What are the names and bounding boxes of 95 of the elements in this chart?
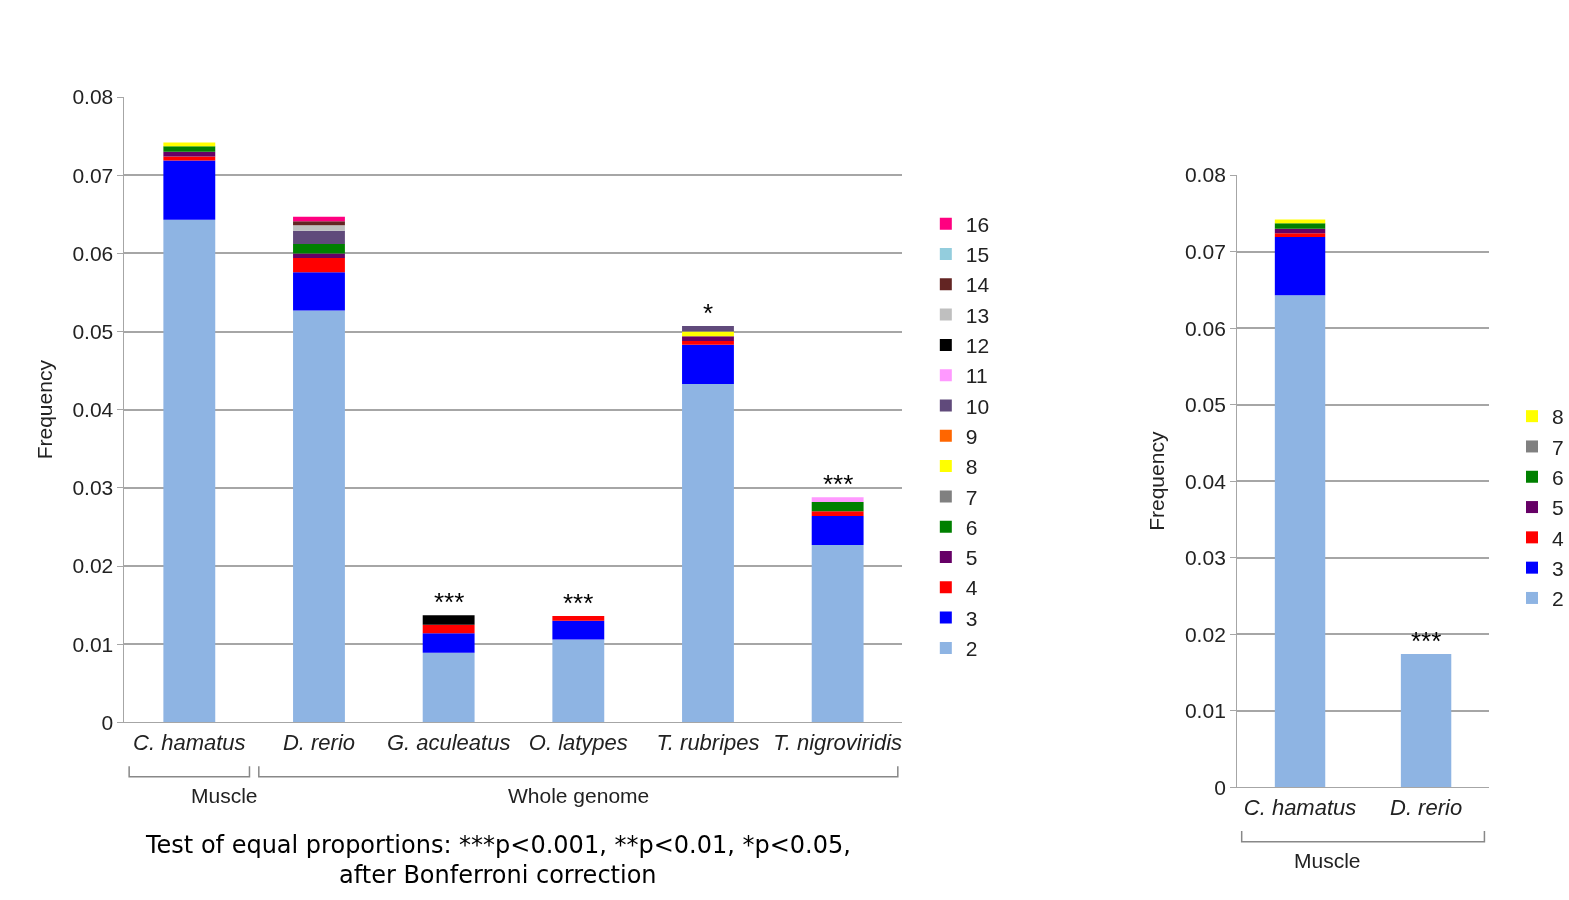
bar (811, 497, 864, 502)
y-tick-label: 0.03 (1184, 546, 1226, 570)
legend-label: 14 (965, 273, 990, 297)
x-tick-label: C. hamatus (1243, 794, 1357, 820)
annotation: *** (563, 588, 594, 618)
x-tick-label: T. nigroviridis (773, 729, 903, 755)
bar (293, 258, 345, 273)
legend-label: 11 (965, 364, 988, 388)
y-tick-label: 0.04 (1184, 469, 1227, 493)
y-tick-label: 0 (101, 710, 114, 734)
text: Muscle (191, 784, 258, 807)
annotation: *** (434, 587, 465, 617)
x-tick-label: O. latypes (528, 729, 628, 755)
bar (163, 160, 216, 220)
legend-label: 9 (965, 424, 978, 448)
bar (552, 616, 605, 621)
text: after Bonferroni correction (339, 861, 657, 889)
bar (811, 511, 864, 517)
bar (422, 615, 475, 625)
bar (682, 344, 734, 384)
y-axis-title: Frequency (1145, 431, 1169, 531)
legend-label: 2 (1552, 587, 1564, 611)
bar (422, 624, 475, 634)
y-tick-label: 0.04 (72, 398, 114, 422)
bar (163, 146, 216, 152)
legend-label: 2 (965, 637, 978, 661)
legend-label: 6 (965, 515, 978, 539)
y-tick-label: 0.08 (72, 85, 114, 109)
y-tick-label: 0.03 (72, 476, 114, 500)
bar (163, 142, 216, 147)
bar (293, 230, 345, 245)
legend-label: 13 (965, 303, 990, 327)
bar (811, 544, 864, 723)
x-tick-label: D. rerio (1390, 794, 1463, 820)
bar (1400, 654, 1452, 788)
bar (163, 219, 216, 723)
legend-label: 8 (1552, 405, 1564, 429)
bar (811, 516, 864, 545)
text: Whole genome (508, 784, 650, 807)
bar (293, 272, 345, 311)
legend-label: 10 (965, 394, 990, 418)
bar (1274, 295, 1326, 788)
bar (293, 225, 345, 231)
legend-label: 6 (1552, 465, 1564, 489)
bar (293, 244, 345, 254)
bar (293, 310, 345, 723)
legend-label: 5 (965, 546, 978, 570)
bar (682, 326, 734, 332)
bar (293, 221, 345, 226)
y-tick-label: 0.06 (72, 241, 114, 265)
legend-label: 15 (965, 243, 990, 267)
bar (811, 501, 864, 512)
text: Test of equal proportions: ***p<0.001, **p<0.01, *p<0.05, (145, 831, 851, 859)
y-tick-label: 0.02 (1184, 622, 1226, 646)
annotation: * (703, 298, 714, 328)
bar (1274, 223, 1326, 229)
text: Muscle (1294, 849, 1361, 872)
bar (682, 383, 734, 723)
x-tick-label: C. hamatus (133, 729, 246, 755)
legend-label: 16 (965, 212, 990, 236)
bar (293, 253, 345, 259)
bar (1274, 237, 1326, 296)
bar (552, 639, 605, 723)
y-tick-label: 0.02 (72, 554, 114, 578)
legend-label: 8 (965, 455, 978, 479)
x-tick-label: T. rubripes (656, 729, 760, 755)
legend-label: 3 (965, 606, 978, 630)
y-tick-label: 0.07 (1184, 239, 1226, 263)
y-tick-label: 0.06 (1184, 316, 1226, 340)
bar (552, 620, 605, 640)
y-tick-label: 0.05 (1184, 393, 1226, 417)
bar (1274, 233, 1326, 238)
y-tick-label: 0.05 (72, 319, 114, 343)
legend-label: 4 (1552, 526, 1564, 550)
annotation: *** (823, 469, 854, 499)
legend-label: 7 (965, 485, 978, 509)
y-tick-label: 0 (1214, 775, 1226, 799)
x-tick-label: G. aculeatus (386, 729, 511, 755)
y-tick-label: 0.08 (1184, 163, 1226, 187)
legend-label: 4 (965, 576, 978, 600)
bar (163, 156, 216, 161)
bar (422, 652, 475, 723)
y-axis-title: Frequency (32, 359, 56, 460)
bar (682, 340, 734, 345)
y-tick-label: 0.01 (72, 632, 114, 656)
legend-label: 12 (965, 334, 990, 358)
x-tick-label: D. rerio (282, 729, 356, 755)
bar (422, 633, 475, 653)
annotation: *** (1411, 626, 1442, 656)
legend-label: 3 (1552, 556, 1564, 580)
y-tick-label: 0.01 (1184, 699, 1226, 723)
y-tick-label: 0.07 (72, 163, 114, 187)
legend-label: 5 (1552, 496, 1564, 520)
legend-label: 7 (1552, 435, 1564, 459)
bar (682, 336, 734, 341)
